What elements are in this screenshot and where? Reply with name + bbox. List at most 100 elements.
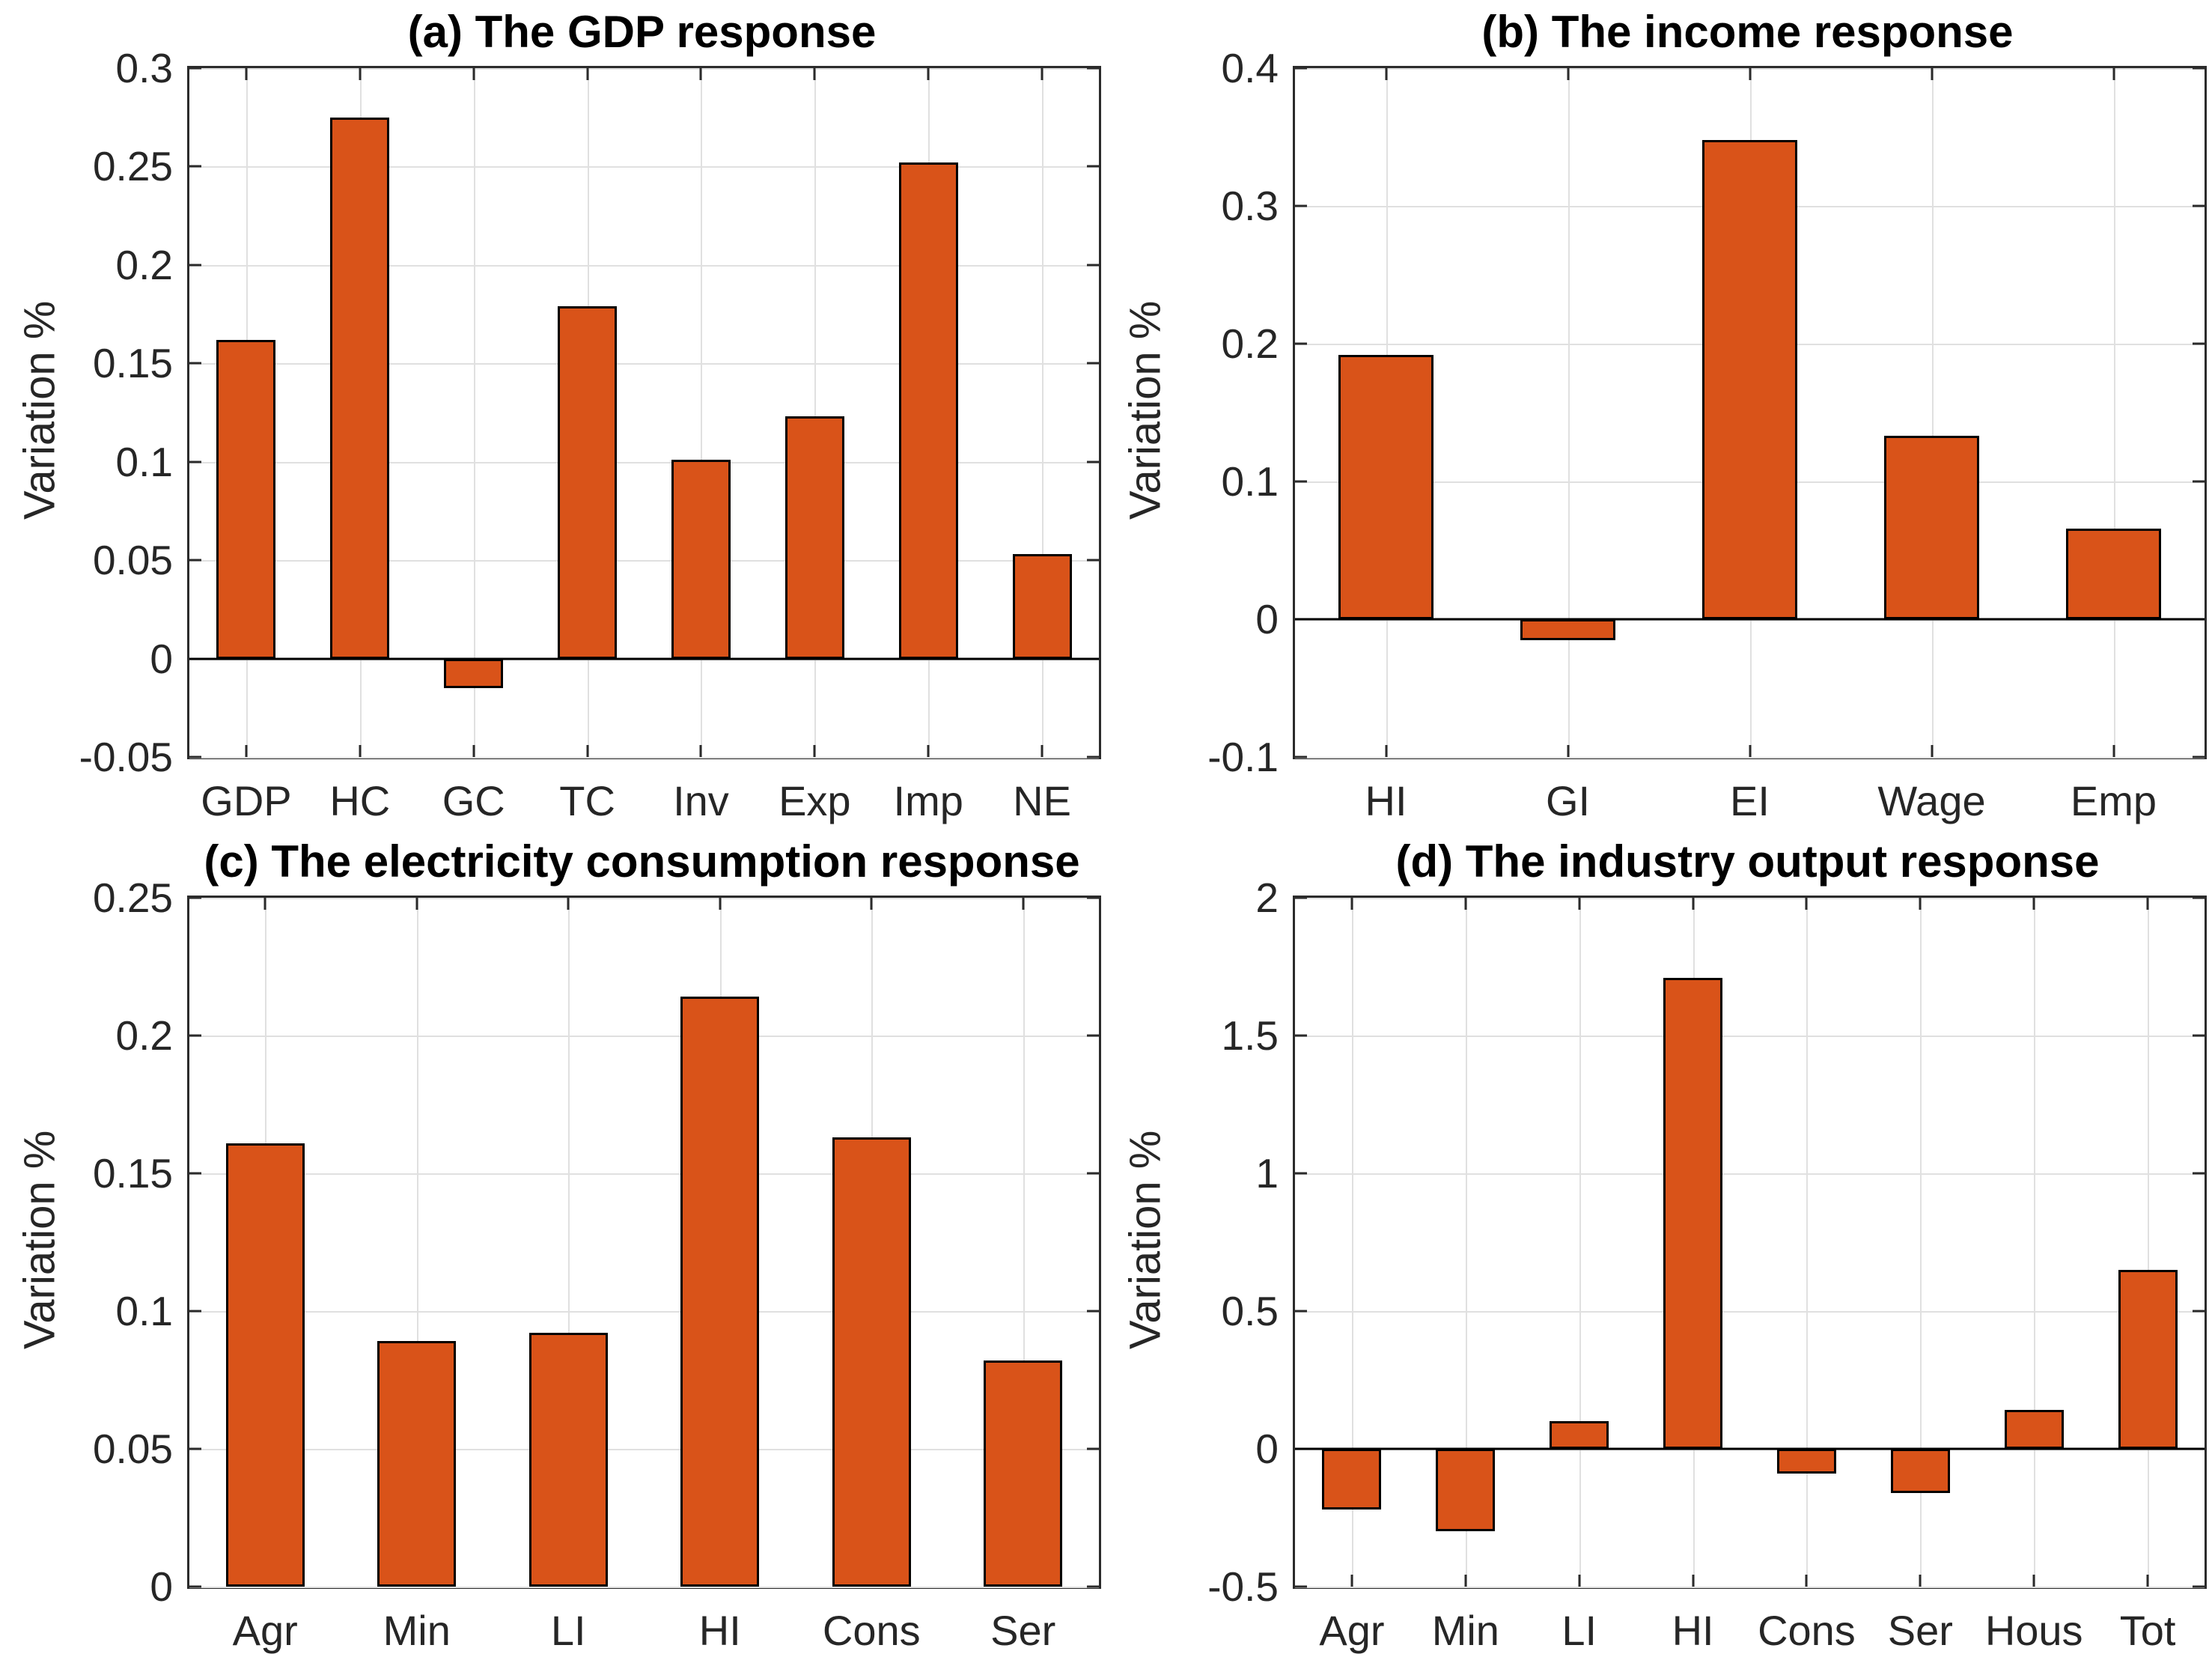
- y-tick-mark: [1295, 1034, 1307, 1037]
- x-tick-label-HI: HI: [698, 1607, 741, 1654]
- x-tick-mark: [2032, 1575, 2035, 1587]
- y-tick-mark: [1295, 67, 1307, 70]
- y-tick-mark: [1087, 67, 1099, 70]
- y-tick-mark: [189, 755, 201, 758]
- v-gridline: [2034, 898, 2036, 1587]
- panel-d-industry-output-response: (d) The industry output response Variati…: [1106, 830, 2212, 1660]
- panel-c-title: (c) The electricity consumption response: [204, 836, 1080, 887]
- x-tick-mark: [2146, 1575, 2149, 1587]
- y-tick-mark: [1087, 1034, 1099, 1037]
- x-tick-label-Agr: Agr: [232, 1607, 298, 1654]
- bar-Emp: [2066, 528, 2161, 619]
- x-tick-mark: [1385, 68, 1387, 80]
- y-tick-mark: [189, 1310, 201, 1313]
- panel-c-y-axis-label: Variation %: [15, 1130, 64, 1350]
- y-tick-mark: [189, 1034, 201, 1037]
- panel-a-plot-area: -0.05 0 0.05 0.1 0.15 0.2 0.25 0.3 GDP HC GC TC Inv E…: [79, 45, 1101, 824]
- panel-a-y-axis-label: Variation %: [15, 300, 64, 520]
- v-gridline: [1806, 898, 1809, 1587]
- bar-HI: [1338, 354, 1433, 619]
- x-tick-mark: [1805, 898, 1808, 910]
- bar-Agr: [1322, 1449, 1382, 1509]
- h-gridline: [189, 166, 1099, 168]
- y-tick-label: 1.5: [1221, 1012, 1279, 1059]
- x-tick-mark: [1692, 898, 1695, 910]
- x-tick-mark: [1805, 1575, 1808, 1587]
- y-tick-mark: [1295, 480, 1307, 483]
- x-tick-label-HC: HC: [329, 777, 391, 824]
- y-tick-label: -0.05: [79, 734, 173, 780]
- y-tick-label: 0: [1255, 596, 1279, 642]
- v-gridline: [1567, 68, 1570, 757]
- x-tick-mark: [2112, 68, 2115, 80]
- y-tick-mark: [1087, 1172, 1099, 1175]
- x-tick-mark: [1578, 1575, 1581, 1587]
- x-tick-mark: [699, 745, 702, 757]
- y-tick-mark: [2193, 1310, 2205, 1313]
- x-tick-label-GC: GC: [442, 777, 505, 824]
- x-tick-mark: [1464, 1575, 1467, 1587]
- y-tick-mark: [1087, 1447, 1099, 1450]
- x-tick-mark: [870, 898, 873, 910]
- v-gridline: [473, 68, 475, 757]
- y-tick-mark: [189, 1172, 201, 1175]
- h-gridline: [189, 1587, 1099, 1588]
- y-tick-mark: [189, 362, 201, 365]
- x-tick-label-Hous: Hous: [1984, 1607, 2083, 1654]
- v-gridline: [1920, 898, 1922, 1587]
- v-gridline: [1023, 898, 1025, 1587]
- y-tick-label: 0.25: [92, 143, 173, 190]
- x-tick-label-Tot: Tot: [2119, 1607, 2176, 1654]
- v-gridline: [1465, 898, 1467, 1587]
- y-tick-mark: [2193, 1034, 2205, 1037]
- y-tick-mark: [2193, 67, 2205, 70]
- y-tick-mark: [1295, 1585, 1307, 1588]
- bar-Min: [1436, 1449, 1496, 1532]
- y-tick-mark: [1295, 1172, 1307, 1175]
- h-gridline: [189, 1173, 1099, 1175]
- x-tick-mark: [2112, 745, 2115, 757]
- x-tick-mark: [1578, 898, 1581, 910]
- bar-Inv: [671, 460, 731, 659]
- y-tick-label: 0.2: [1221, 320, 1279, 367]
- zero-baseline: [1295, 618, 2205, 621]
- y-tick-mark: [1087, 1310, 1099, 1313]
- h-gridline: [1295, 898, 2205, 899]
- y-tick-mark: [189, 264, 201, 267]
- x-tick-label-Cons: Cons: [822, 1607, 921, 1654]
- y-tick-label: 0.1: [1221, 458, 1279, 505]
- x-tick-label-Imp: Imp: [893, 777, 963, 824]
- bar-HC: [330, 117, 390, 659]
- y-tick-mark: [1295, 1310, 1307, 1313]
- bar-Ser: [1890, 1449, 1950, 1493]
- v-gridline: [1042, 68, 1044, 757]
- y-tick-label: -0.1: [1207, 734, 1279, 780]
- v-gridline: [1579, 898, 1581, 1587]
- y-tick-mark: [2193, 1585, 2205, 1588]
- panel-d-y-axis-label: Variation %: [1121, 1130, 1170, 1350]
- y-tick-mark: [189, 165, 201, 168]
- y-tick-mark: [1087, 264, 1099, 267]
- x-tick-label-EI: EI: [1730, 777, 1770, 824]
- x-tick-mark: [245, 745, 248, 757]
- y-tick-label: 0.3: [115, 45, 173, 91]
- x-tick-label-Ser: Ser: [990, 1607, 1056, 1654]
- bar-GC: [444, 658, 504, 688]
- h-gridline: [189, 1036, 1099, 1037]
- y-tick-mark: [189, 559, 201, 562]
- v-gridline: [2113, 68, 2115, 757]
- y-tick-label: 0.25: [92, 875, 173, 921]
- y-tick-mark: [189, 1447, 201, 1450]
- h-gridline: [189, 1449, 1099, 1450]
- y-tick-label: 0.4: [1221, 45, 1279, 91]
- h-gridline: [189, 898, 1099, 899]
- y-tick-mark: [1295, 896, 1307, 899]
- x-tick-mark: [1692, 1575, 1695, 1587]
- x-tick-mark: [1041, 68, 1043, 80]
- x-tick-label-TC: TC: [559, 777, 615, 824]
- x-tick-mark: [1385, 745, 1387, 757]
- y-tick-mark: [2193, 204, 2205, 207]
- h-gridline: [1295, 757, 2205, 758]
- x-tick-label-Inv: Inv: [673, 777, 729, 824]
- y-tick-mark: [2193, 896, 2205, 899]
